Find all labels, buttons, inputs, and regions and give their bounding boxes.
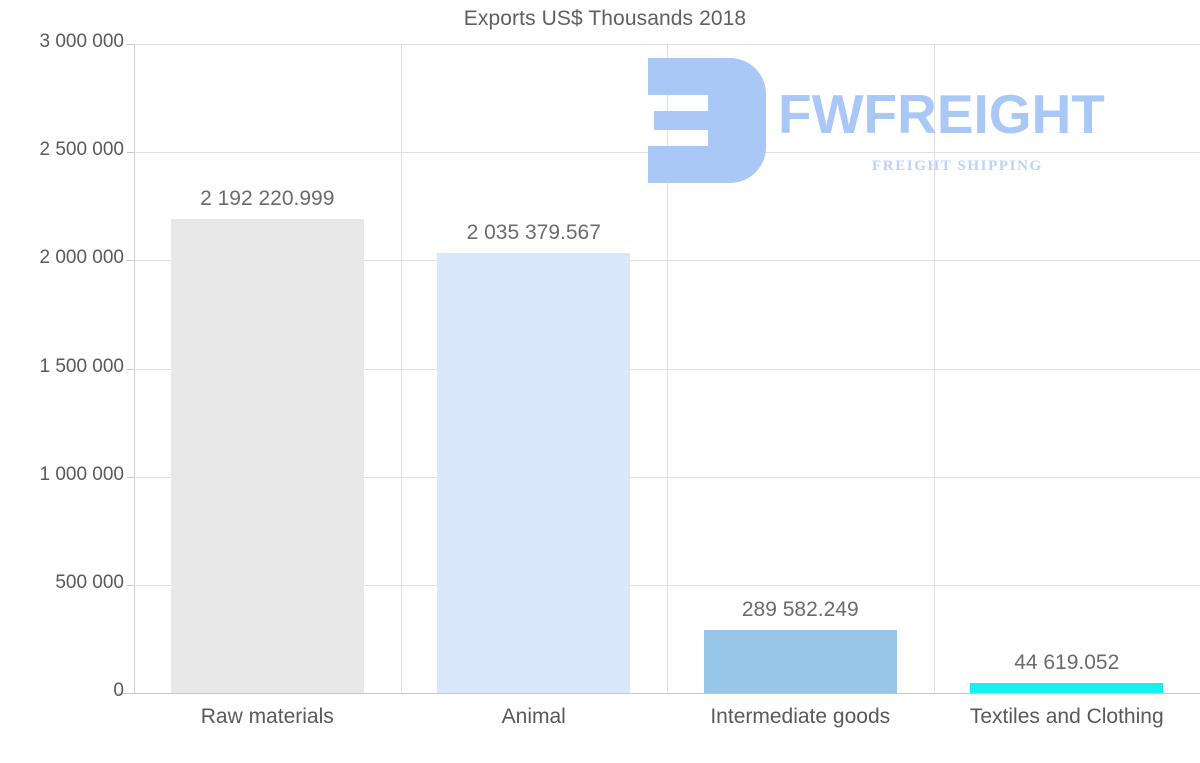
bar-value-label: 2 035 379.567 <box>466 220 601 244</box>
y-axis-tick-mark <box>127 260 134 262</box>
x-axis-category-label: Raw materials <box>200 705 334 728</box>
gridline-vertical <box>667 44 668 693</box>
y-axis-tick-mark <box>127 152 134 154</box>
bar[interactable] <box>437 252 631 693</box>
y-axis-tick-mark <box>127 476 134 478</box>
x-axis-category-label: Textiles and Clothing <box>969 705 1164 728</box>
x-axis-category-label: Intermediate goods <box>710 705 891 728</box>
y-axis-tick-label: 500 000 <box>55 571 124 593</box>
gridline-vertical <box>934 44 935 693</box>
chart-title-text: Exports US$ Thousands 2018 <box>463 7 747 30</box>
bar[interactable] <box>703 630 897 693</box>
y-axis-tick-mark <box>127 44 134 45</box>
x-axis-category-label: Animal <box>501 705 566 728</box>
y-axis-tick-label: 0 <box>113 680 124 701</box>
y-axis-tick-label: 1 500 000 <box>39 355 124 377</box>
y-axis-tick-label: 2 500 000 <box>39 139 124 161</box>
y-axis-tick-label: 1 000 000 <box>39 463 124 485</box>
bar[interactable] <box>970 683 1164 693</box>
bar-value-label: 44 619.052 <box>1014 651 1120 675</box>
gridline-vertical <box>401 44 402 693</box>
chart-title: Exports US$ Thousands 2018 <box>0 7 1200 31</box>
y-axis-tick-label: 2 000 000 <box>39 247 124 269</box>
y-axis-tick-label: 3 000 000 <box>39 31 124 52</box>
bar[interactable] <box>170 218 364 693</box>
plot-area <box>134 44 1200 693</box>
y-axis-tick-mark <box>127 693 134 694</box>
bar-value-label: 2 192 220.999 <box>200 186 335 210</box>
y-axis-tick-mark <box>127 584 134 586</box>
bar-value-label: 289 582.249 <box>741 598 859 622</box>
y-axis-tick-mark <box>127 368 134 370</box>
x-axis-line <box>118 693 1200 694</box>
